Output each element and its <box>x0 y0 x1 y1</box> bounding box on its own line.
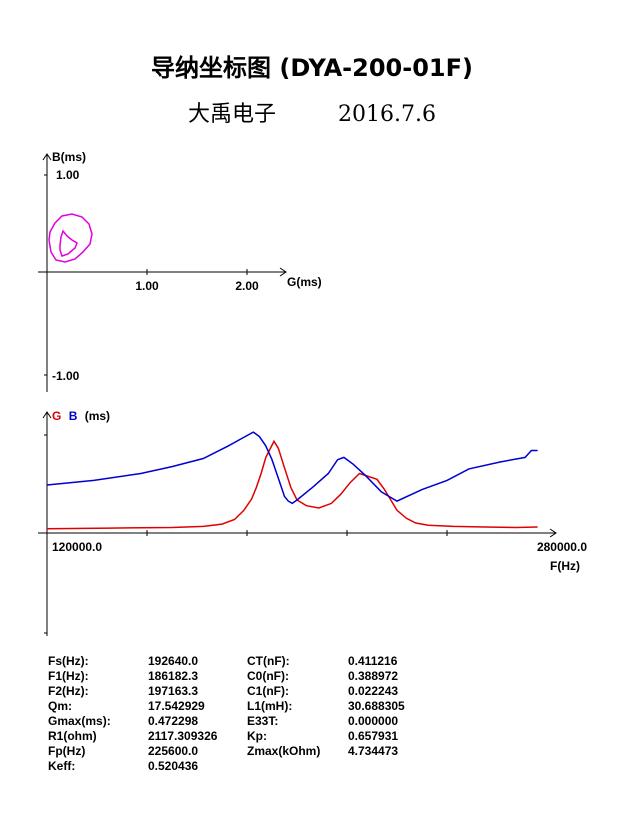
param-value: 2117.309326 <box>148 729 218 743</box>
param-label: Keff: <box>48 759 76 773</box>
param-value: 0.388972 <box>348 669 399 683</box>
freq-legend: G B (ms) <box>52 409 110 423</box>
param-label: F1(Hz): <box>48 669 89 683</box>
param-row: Keff: 0.520436 <box>48 759 448 774</box>
x-end-label: 280000.0 <box>537 540 587 554</box>
param-value: 186182.3 <box>148 669 199 683</box>
param-value: 192640.0 <box>148 654 199 668</box>
legend-b: B <box>69 409 78 423</box>
param-label: Qm: <box>48 699 72 713</box>
freq-y-axis-arrow <box>42 411 52 419</box>
param-label: C1(nF): <box>247 684 289 698</box>
param-value: 0.411216 <box>348 654 398 668</box>
param-row: F1(Hz): 186182.3 C0(nF): 0.388972 <box>48 669 448 684</box>
report-subtitle: 大禹电子 2016.7.6 <box>0 96 624 128</box>
admittance-series-group <box>48 213 93 263</box>
param-label: L1(mH): <box>247 699 293 713</box>
admittance-loop-outer <box>48 213 93 263</box>
param-value: 225600.0 <box>148 744 199 758</box>
x-tick-label-1: 1.00 <box>135 279 159 293</box>
param-row: Fp(Hz) 225600.0 Zmax(kOhm) 4.734473 <box>48 744 448 759</box>
param-label: F2(Hz): <box>48 684 89 698</box>
series-g-line <box>46 439 538 530</box>
b-axis-label: B(ms) <box>52 150 86 164</box>
param-value: 0.472298 <box>148 714 199 728</box>
param-row: Gmax(ms): 0.472298 E33T: 0.000000 <box>48 714 448 729</box>
param-row: F2(Hz): 197163.3 C1(nF): 0.022243 <box>48 684 448 699</box>
param-value: 0.022243 <box>348 684 399 698</box>
freq-x-axis-arrow <box>549 528 557 538</box>
param-value: 4.734473 <box>348 744 399 758</box>
b-axis-arrow <box>42 153 52 161</box>
param-label: Fp(Hz) <box>48 744 86 758</box>
series-b-line <box>46 431 538 505</box>
admittance-loop-inner <box>59 229 78 257</box>
x-tick-label-2: 2.00 <box>235 279 259 293</box>
y-tick-label-bottom: -1.00 <box>52 369 80 383</box>
param-value: 0.520436 <box>148 759 199 773</box>
param-row: Fs(Hz): 192640.0 CT(nF): 0.411216 <box>48 654 448 669</box>
frequency-response-chart: G B (ms) 120000.0 280000.0 F(Hz) <box>38 409 587 636</box>
g-axis-arrow <box>279 267 287 277</box>
parameter-table: Fs(Hz): 192640.0 CT(nF): 0.411216 F1(Hz): 186… <box>48 654 448 774</box>
frequency-series-group <box>46 431 538 530</box>
admittance-axes <box>38 153 287 392</box>
admittance-circle-chart: B(ms) G(ms) 1.00 -1.00 1.00 2.00 <box>38 150 322 392</box>
param-value: 17.542929 <box>148 699 205 713</box>
report-date: 2016.7.6 <box>338 102 436 127</box>
g-axis-label: G(ms) <box>287 275 322 289</box>
param-row: Qm: 17.542929 L1(mH): 30.688305 <box>48 699 448 714</box>
param-value: 30.688305 <box>348 699 405 713</box>
param-label: CT(nF): <box>247 654 290 668</box>
param-value <box>348 759 448 774</box>
param-label: Zmax(kOhm) <box>247 744 321 758</box>
param-label <box>247 759 348 774</box>
param-label: R1(ohm) <box>48 729 97 743</box>
legend-g: G <box>52 409 61 423</box>
param-label: E33T: <box>247 714 279 728</box>
param-value: 197163.3 <box>148 684 199 698</box>
param-row: R1(ohm) 2117.309326 Kp: 0.657931 <box>48 729 448 744</box>
company-name: 大禹电子 <box>188 102 277 127</box>
frequency-axes <box>38 411 557 636</box>
param-label: Gmax(ms): <box>48 714 111 728</box>
param-label: C0(nF): <box>247 669 289 683</box>
y-tick-label-top: 1.00 <box>56 168 80 182</box>
legend-unit: (ms) <box>85 409 110 423</box>
param-label: Fs(Hz): <box>48 654 89 668</box>
f-axis-label: F(Hz) <box>550 559 580 573</box>
page-title: 导纳坐标图 (DYA-200-01F) <box>151 54 473 82</box>
x-start-label: 120000.0 <box>52 540 102 554</box>
param-value: 0.000000 <box>348 714 399 728</box>
param-label: Kp: <box>247 729 267 743</box>
param-value: 0.657931 <box>348 729 399 743</box>
